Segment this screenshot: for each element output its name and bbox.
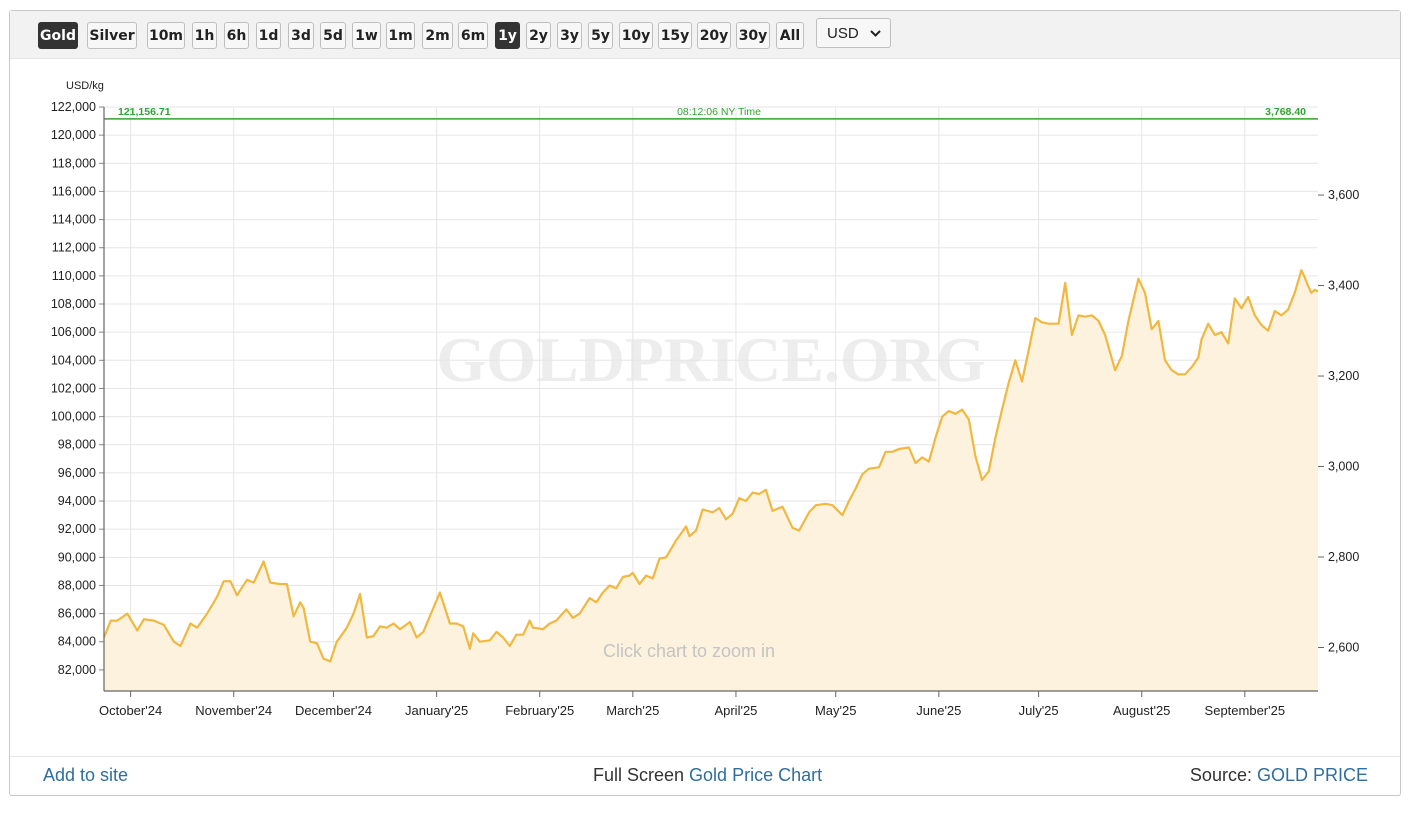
- right-axis-tick-label: 2,800: [1328, 550, 1359, 564]
- current-timestamp: 08:12:06 NY Time: [677, 106, 761, 118]
- range-button-all[interactable]: All: [776, 22, 804, 49]
- current-price-usd-kg: 121,156.71: [118, 106, 171, 118]
- gold-price-source-link[interactable]: GOLD PRICE: [1256, 765, 1368, 785]
- range-button-15y[interactable]: 15y: [658, 22, 692, 49]
- chart-frame: Gold Silver 10m 1h 6h 1d 3d 5d 1w 1m 2m 6m 1y 2y 3y 5y 1…: [9, 10, 1401, 796]
- range-button-5y[interactable]: 5y: [588, 22, 613, 49]
- full-screen-text: Full Screen Gold Price Chart: [593, 765, 822, 786]
- left-axis-tick-label: 122,000: [51, 100, 96, 114]
- range-button-1y[interactable]: 1y: [495, 22, 520, 49]
- x-axis-tick-label: March'25: [606, 703, 659, 718]
- right-axis-tick-label: 3,600: [1328, 188, 1359, 202]
- left-axis-tick-label: 98,000: [58, 438, 96, 452]
- source-text: Source: GOLD PRICE: [1190, 765, 1368, 786]
- left-axis-tick-label: 86,000: [58, 607, 96, 621]
- x-axis-tick-label: August'25: [1113, 703, 1170, 718]
- range-button-3d[interactable]: 3d: [288, 22, 314, 49]
- range-button-10y[interactable]: 10y: [619, 22, 653, 49]
- x-axis-tick-label: April'25: [714, 703, 757, 718]
- left-axis-tick-label: 92,000: [58, 522, 96, 536]
- left-axis-tick-label: 114,000: [52, 213, 96, 227]
- left-axis-tick-label: 106,000: [51, 325, 96, 339]
- range-button-1m[interactable]: 1m: [386, 22, 415, 49]
- range-button-1d[interactable]: 1d: [256, 22, 281, 49]
- left-axis-tick-label: 90,000: [58, 550, 96, 564]
- y-axis-unit-label: USD/kg: [66, 80, 104, 92]
- x-axis-tick-label: May'25: [815, 703, 857, 718]
- x-axis-tick-label: February'25: [505, 703, 574, 718]
- left-axis-tick-label: 88,000: [58, 578, 96, 592]
- x-axis-tick-label: January'25: [405, 703, 468, 718]
- x-axis-tick-label: November'24: [195, 703, 272, 718]
- metal-button-gold[interactable]: Gold: [38, 22, 78, 49]
- toolbar: Gold Silver 10m 1h 6h 1d 3d 5d 1w 1m 2m 6m 1y 2y 3y 5y 1…: [10, 11, 1400, 59]
- right-axis-tick-label: 3,000: [1328, 460, 1359, 474]
- watermark: GOLDPRICE.ORG: [436, 324, 985, 395]
- x-axis-tick-label: June'25: [916, 703, 961, 718]
- range-button-1h[interactable]: 1h: [192, 22, 217, 49]
- currency-value: USD: [827, 24, 859, 42]
- left-axis-tick-label: 108,000: [51, 297, 96, 311]
- left-axis-tick-label: 104,000: [51, 353, 96, 367]
- range-button-5d[interactable]: 5d: [320, 22, 346, 49]
- range-button-2y[interactable]: 2y: [526, 22, 551, 49]
- price-area-fill: [104, 270, 1318, 691]
- chevron-down-icon: [869, 24, 882, 45]
- left-axis-tick-label: 112,000: [52, 241, 96, 255]
- price-line: [102, 269, 1319, 663]
- range-button-6m[interactable]: 6m: [458, 22, 488, 49]
- metal-button-silver[interactable]: Silver: [87, 22, 137, 49]
- left-axis-tick-label: 118,000: [52, 156, 96, 170]
- source-prefix: Source:: [1189, 765, 1257, 785]
- left-axis-tick-label: 120,000: [51, 128, 96, 142]
- left-axis-tick-label: 84,000: [58, 635, 96, 649]
- left-axis-tick-label: 102,000: [51, 381, 96, 395]
- x-axis-tick-label: September'25: [1205, 703, 1286, 718]
- left-axis-tick-label: 96,000: [58, 466, 96, 480]
- left-axis-tick-label: 110,000: [52, 269, 96, 283]
- currency-select[interactable]: USD: [816, 18, 891, 48]
- range-button-2m[interactable]: 2m: [422, 22, 453, 49]
- gold-price-chart[interactable]: GOLDPRICE.ORG 82,000 84,000 86,000 88,000 90,…: [10, 59, 1400, 755]
- x-axis-tick-label: December'24: [295, 703, 372, 718]
- right-axis-tick-label: 3,200: [1328, 369, 1359, 383]
- range-button-6h[interactable]: 6h: [224, 22, 249, 49]
- right-axis-tick-label: 3,400: [1328, 279, 1359, 293]
- range-button-10m[interactable]: 10m: [147, 22, 185, 49]
- add-to-site-link[interactable]: Add to site: [43, 765, 129, 785]
- footer: Add to site Full Screen Gold Price Chart…: [10, 756, 1400, 796]
- range-button-20y[interactable]: 20y: [697, 22, 731, 49]
- range-button-3y[interactable]: 3y: [557, 22, 582, 49]
- left-axis-tick-label: 94,000: [58, 494, 96, 508]
- x-axis-tick-label: October'24: [99, 703, 162, 718]
- left-axis-tick-label: 116,000: [52, 184, 96, 198]
- full-screen-prefix: Full Screen: [593, 765, 690, 785]
- right-axis-tick-label: 2,600: [1328, 640, 1359, 654]
- left-axis-tick-label: 100,000: [51, 410, 96, 424]
- gold-price-chart-link[interactable]: Gold Price Chart: [689, 765, 823, 785]
- range-button-30y[interactable]: 30y: [736, 22, 770, 49]
- current-price-usd-oz: 3,768.40: [1265, 106, 1306, 118]
- left-axis-tick-label: 82,000: [58, 663, 96, 677]
- x-axis-tick-label: July'25: [1019, 703, 1059, 718]
- zoom-hint: Click chart to zoom in: [603, 641, 775, 661]
- range-button-1w[interactable]: 1w: [352, 22, 381, 49]
